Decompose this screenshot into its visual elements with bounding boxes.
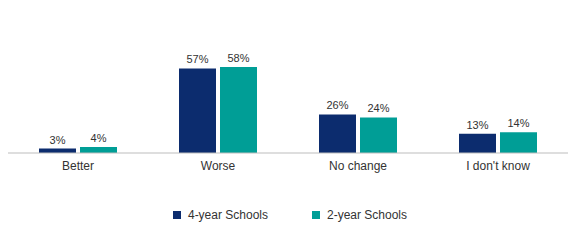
svg-text:14%: 14% — [507, 117, 529, 129]
svg-text:58%: 58% — [227, 52, 249, 64]
svg-text:4%: 4% — [91, 132, 107, 144]
svg-text:13%: 13% — [466, 119, 488, 131]
svg-text:Better: Better — [62, 159, 94, 173]
svg-text:No change: No change — [329, 159, 387, 173]
svg-text:I don't know: I don't know — [466, 159, 530, 173]
html-text:4-year Schools: 4-year Schools — [188, 208, 268, 222]
html-text:2-year Schools: 2-year Schools — [327, 208, 407, 222]
svg-text:Worse: Worse — [201, 159, 236, 173]
svg-text:57%: 57% — [186, 53, 208, 65]
svg-text:3%: 3% — [50, 134, 66, 146]
svg-text:26%: 26% — [326, 99, 348, 111]
svg-text:24%: 24% — [367, 102, 389, 114]
